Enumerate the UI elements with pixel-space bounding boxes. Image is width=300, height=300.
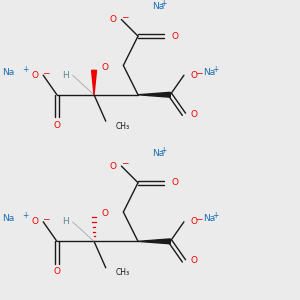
Text: Na: Na [2, 214, 14, 224]
Text: Na: Na [152, 2, 164, 11]
Text: −: − [42, 214, 50, 224]
Text: −: − [121, 12, 128, 21]
Text: O: O [191, 256, 198, 266]
Text: O: O [53, 121, 60, 130]
Text: O: O [31, 217, 38, 226]
Text: −: − [195, 214, 202, 224]
Polygon shape [92, 70, 97, 95]
Text: +: + [212, 212, 218, 220]
Text: −: − [121, 159, 128, 168]
Text: CH₃: CH₃ [116, 268, 130, 277]
Polygon shape [138, 239, 170, 244]
Text: +: + [212, 65, 218, 74]
Text: H: H [62, 217, 69, 226]
Polygon shape [138, 92, 170, 97]
Text: Na: Na [203, 214, 216, 224]
Text: +: + [160, 0, 167, 8]
Text: Na: Na [152, 149, 164, 158]
Text: O: O [191, 110, 198, 119]
Text: O: O [171, 32, 178, 40]
Text: H: H [62, 71, 69, 80]
Text: CH₃: CH₃ [116, 122, 130, 130]
Text: +: + [160, 146, 167, 155]
Text: −: − [195, 68, 202, 77]
Text: O: O [102, 209, 109, 218]
Text: O: O [191, 217, 198, 226]
Text: O: O [110, 15, 116, 24]
Text: O: O [171, 178, 178, 187]
Text: +: + [22, 65, 29, 74]
Text: O: O [53, 267, 60, 276]
Text: O: O [110, 162, 116, 171]
Text: O: O [191, 71, 198, 80]
Text: O: O [31, 71, 38, 80]
Text: O: O [102, 63, 109, 72]
Text: −: − [42, 68, 50, 77]
Text: Na: Na [2, 68, 14, 77]
Text: Na: Na [203, 68, 216, 77]
Text: +: + [22, 212, 29, 220]
